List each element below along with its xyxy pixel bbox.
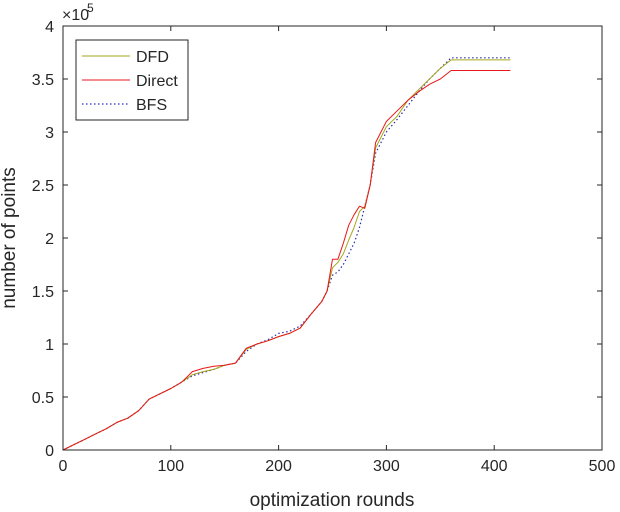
y-tick-label: 3.5: [32, 72, 54, 89]
y-tick-label: 0: [45, 443, 54, 460]
x-tick-label: 400: [481, 458, 508, 475]
series-layer: [62, 57, 511, 451]
y-tick-label: 2.5: [32, 178, 54, 195]
legend: DFD Direct BFS: [75, 39, 189, 121]
y-exponent-base: ×10: [62, 7, 89, 24]
y-tick-label: 0.5: [32, 390, 54, 407]
x-tick-label: 300: [373, 458, 400, 475]
legend-label-direct: Direct: [136, 73, 178, 90]
y-tick-label: 1.5: [32, 284, 54, 301]
x-tick-label: 0: [59, 458, 68, 475]
series-line-direct: [62, 70, 511, 451]
legend-label-dfd: DFD: [136, 49, 169, 66]
x-axis-label: optimization rounds: [250, 490, 415, 511]
y-axis-label: number of points: [0, 167, 20, 309]
x-tick-label: 200: [265, 458, 292, 475]
y-tick-label: 4: [45, 19, 54, 36]
y-tick-label: 2: [45, 231, 54, 248]
tick-layer: 0 100 200 300 400 500 0 0.5 1 1.5 2 2.5 3 3.5 4: [32, 19, 616, 475]
y-exponent-power: 5: [87, 1, 94, 15]
x-tick-label: 100: [157, 458, 184, 475]
x-tick-label: 500: [589, 458, 616, 475]
legend-label-bfs: BFS: [136, 97, 167, 114]
y-tick-label: 3: [45, 125, 54, 142]
y-tick-label: 1: [45, 337, 54, 354]
